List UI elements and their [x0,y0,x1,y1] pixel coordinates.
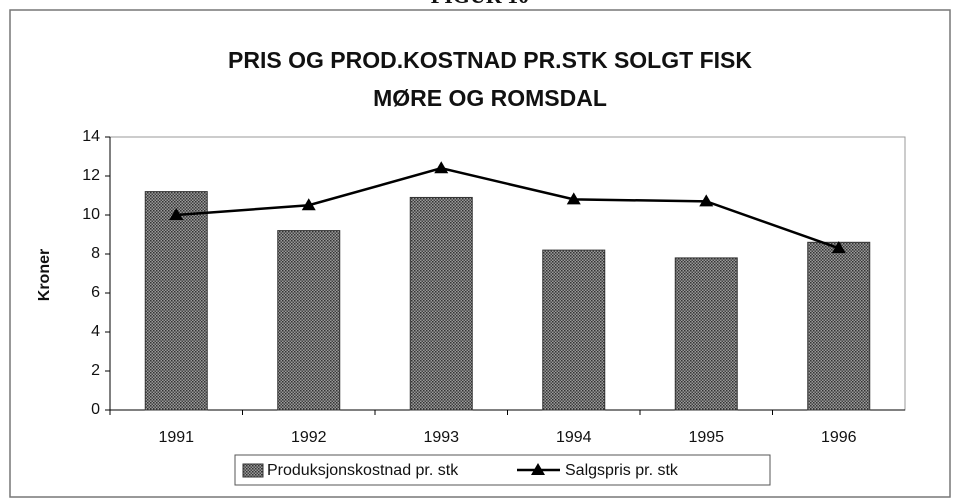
plot-frame [109,136,906,411]
line-marker [434,161,449,174]
x-tick-label: 1992 [291,429,327,446]
bar [542,249,606,411]
figure-label: FIGUR 10 [431,0,529,8]
bar [277,230,341,411]
y-tick-label: 4 [91,323,100,340]
y-tick-label: 12 [82,167,100,184]
x-tick-label: 1995 [688,429,724,446]
line [176,166,840,250]
y-tick-label: 2 [91,362,100,379]
line-marker [831,241,846,254]
chart-frame [9,9,951,498]
y-tick-label: 10 [82,206,100,223]
y-tick-label: 14 [82,128,100,145]
x-tick-label: 1994 [556,429,592,446]
x-tick-label: 1993 [423,429,459,446]
bar [674,257,738,411]
x-tick-label: 1996 [821,429,857,446]
legend-box [234,454,771,486]
line-marker [169,208,184,220]
x-tick-label: 1991 [158,429,194,446]
line-marker [301,198,316,211]
y-tick-label: 6 [91,284,100,301]
chart-title: MØRE OG ROMSDAL [373,85,607,111]
line-marker [566,192,581,205]
legend-swatch [242,463,264,478]
y-tick-label: 0 [91,401,100,418]
line-marker [699,194,714,207]
y-tick-label: 8 [91,245,100,262]
legend-label: Salgspris pr. stk [565,462,679,479]
y-axis-label: Kroner [36,249,53,301]
bar [807,241,871,411]
legend-label: Produksjonskostnad pr. stk [267,462,459,479]
legend-swatch [531,463,545,475]
chart-title: PRIS OG PROD.KOSTNAD PR.STK SOLGT FISK [228,47,752,73]
bar [144,191,208,411]
bar [409,196,473,411]
